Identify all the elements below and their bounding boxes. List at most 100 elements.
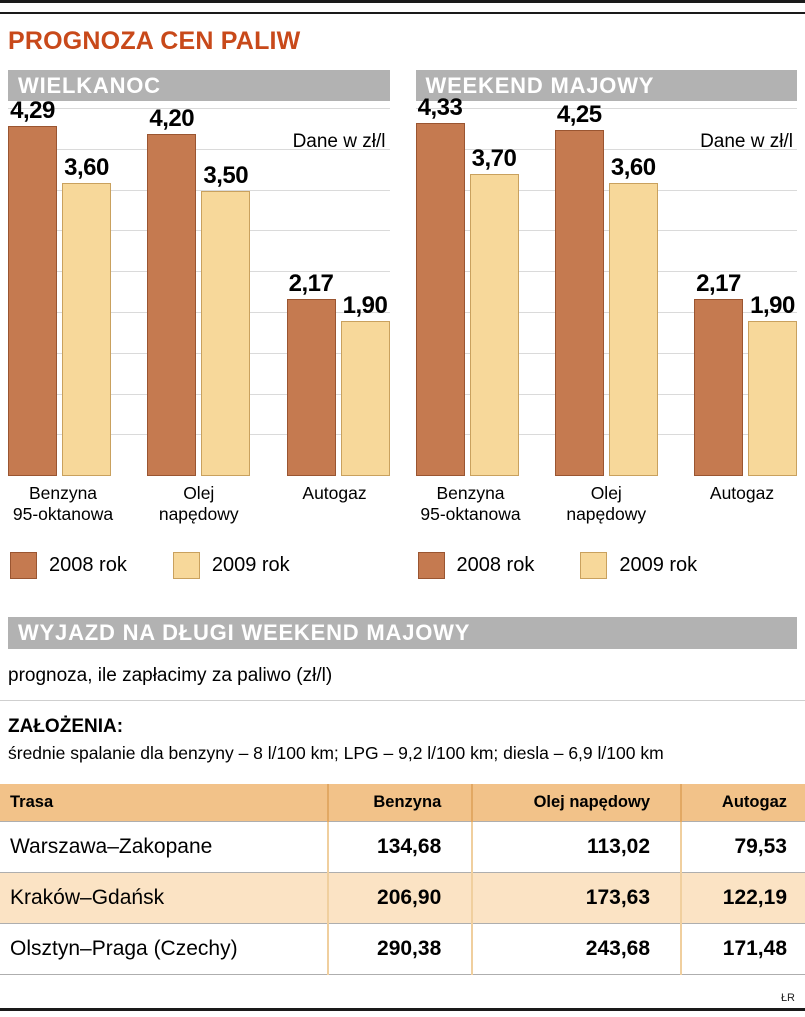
gridline — [415, 352, 797, 354]
gridline — [8, 230, 390, 232]
legend-item: 2008 rok — [10, 552, 127, 580]
bar-value-label: 3,60 — [610, 154, 656, 181]
bar-group-autogaz: 2,17 1,90 — [286, 270, 390, 476]
top-rule-secondary — [0, 12, 805, 14]
legend-item: 2008 rok — [417, 552, 535, 580]
gridline — [415, 271, 797, 273]
x-axis-label: Olej napędowy — [566, 483, 647, 524]
bar-value-label: 3,60 — [64, 154, 109, 181]
column-header-benzyna: Benzyna — [326, 784, 473, 823]
column-header-trasa: Trasa — [0, 784, 328, 823]
bar-group-olej: 4,25 3,60 — [554, 101, 658, 476]
bar-2009 — [62, 183, 111, 476]
bar-groups: 4,29 3,60 4,20 3,50 2,17 1,90 — [8, 97, 390, 476]
bar-wrap: 1,90 — [748, 292, 797, 476]
top-rule — [0, 0, 805, 3]
x-axis-label: Autogaz — [302, 483, 367, 503]
legend: 2008 rok 2009 rok — [416, 552, 798, 580]
legend-swatch — [580, 552, 608, 580]
bar-wrap: 2,17 — [694, 270, 743, 476]
chart-panel-2: WEEKEND MAJOWY Dane w zł/l 4,33 3,70 4,25 3,6… — [415, 70, 798, 580]
bar-value-label: 2,17 — [288, 270, 334, 297]
table-cell-value: 79,53 — [680, 821, 805, 874]
gridline — [8, 148, 390, 150]
bar-2009 — [469, 174, 519, 476]
gridline — [415, 148, 797, 150]
bar-groups: 4,33 3,70 4,25 3,60 2,17 1,90 — [415, 94, 797, 476]
table-cell-route: Kraków–Gdańsk — [0, 872, 328, 925]
bottom-rule — [0, 1008, 805, 1011]
bar-value-label: 1,90 — [342, 292, 388, 319]
table-row: Warszawa–Zakopane 134,68 113,02 79,53 — [0, 821, 805, 874]
trip-cost-section: WYJAZD NA DŁUGI WEEKEND MAJOWY prognoza,… — [0, 617, 805, 976]
gridline — [8, 189, 390, 191]
gridline — [415, 189, 797, 191]
legend-item: 2009 rok — [580, 552, 698, 580]
chart-title: WEEKEND MAJOWY — [415, 70, 797, 101]
gridline — [415, 108, 797, 110]
legend-label: 2008 rok — [49, 554, 127, 577]
bar-wrap: 1,90 — [340, 292, 390, 476]
table-cell-route: Olsztyn–Praga (Czechy) — [0, 923, 328, 976]
bar-wrap: 3,50 — [201, 162, 251, 476]
bar-wrap: 4,25 — [554, 101, 604, 476]
gridline — [8, 393, 390, 395]
gridline — [8, 352, 390, 354]
legend-swatch — [172, 552, 200, 580]
table-cell-route: Warszawa–Zakopane — [0, 821, 328, 874]
routes-table: Trasa Benzyna Olej napędowy Autogaz Warszawa… — [0, 784, 805, 976]
bar-wrap: 3,60 — [62, 154, 111, 476]
legend-swatch — [10, 552, 37, 580]
bar-value-label: 4,33 — [417, 94, 463, 121]
gridline — [415, 434, 797, 436]
bar-value-label: 1,90 — [750, 292, 795, 319]
bar-2008 — [415, 123, 465, 476]
table-cell-value: 173,63 — [471, 872, 682, 925]
gridline — [8, 271, 390, 273]
bar-wrap: 4,20 — [147, 105, 197, 476]
table-cell-value: 113,02 — [471, 821, 682, 874]
bar-group-benzyna: 4,33 3,70 — [415, 94, 519, 476]
unit-label: Dane w zł/l — [292, 131, 386, 152]
column-header-autogaz: Autogaz — [680, 784, 805, 823]
bar-value-label: 4,25 — [556, 101, 602, 128]
bar-2009 — [748, 321, 797, 476]
bar-value-label: 2,17 — [696, 270, 741, 297]
section-title: WYJAZD NA DŁUGI WEEKEND MAJOWY — [8, 617, 797, 650]
legend-swatch — [417, 552, 445, 580]
bar-value-label: 3,70 — [471, 145, 517, 172]
bar-value-label: 4,20 — [149, 105, 195, 132]
x-axis-label: Benzyna 95-oktanowa — [12, 483, 114, 524]
bar-2009 — [608, 183, 658, 476]
table-head: Trasa Benzyna Olej napędowy Autogaz — [0, 784, 805, 823]
table-cell-value: 134,68 — [326, 821, 473, 874]
bar-2008 — [554, 130, 604, 476]
assumptions-label: ZAŁOŻENIA: — [8, 716, 124, 738]
chart-plot-area: Dane w zł/l 4,29 3,60 4,20 3,50 2,17 1,90 — [8, 97, 390, 476]
table-cell-value: 171,48 — [680, 923, 805, 976]
legend-label: 2009 rok — [619, 554, 698, 577]
bar-2009 — [201, 191, 251, 476]
unit-label: Dane w zł/l — [700, 131, 793, 152]
bar-2008 — [8, 126, 57, 476]
gridline — [8, 312, 390, 313]
bar-2008 — [147, 134, 197, 476]
bar-2008 — [286, 299, 336, 476]
bar-value-label: 3,50 — [203, 162, 249, 189]
page-title: PROGNOZA CEN PALIW — [8, 27, 301, 55]
table-row: Kraków–Gdańsk 206,90 173,63 122,19 — [0, 872, 805, 925]
legend-label: 2008 rok — [456, 554, 535, 577]
credit: ŁR — [780, 992, 795, 1004]
bar-2008 — [694, 299, 743, 476]
chart-title: WIELKANOC — [8, 70, 390, 101]
divider — [0, 700, 805, 702]
charts-row: WIELKANOC Dane w zł/l 4,29 3,60 4,20 3,50 2,17… — [0, 70, 805, 580]
bar-wrap: 3,60 — [608, 154, 658, 476]
table-cell-value: 243,68 — [471, 923, 682, 976]
gridline — [8, 108, 390, 110]
bar-group-olej: 4,20 3,50 — [147, 105, 251, 476]
bar-value-label: 4,29 — [10, 97, 55, 124]
column-header-olej-napędowy: Olej napędowy — [471, 784, 682, 823]
x-axis-labels: Benzyna 95-oktanowa Olej napędowy Autogaz — [8, 483, 390, 524]
